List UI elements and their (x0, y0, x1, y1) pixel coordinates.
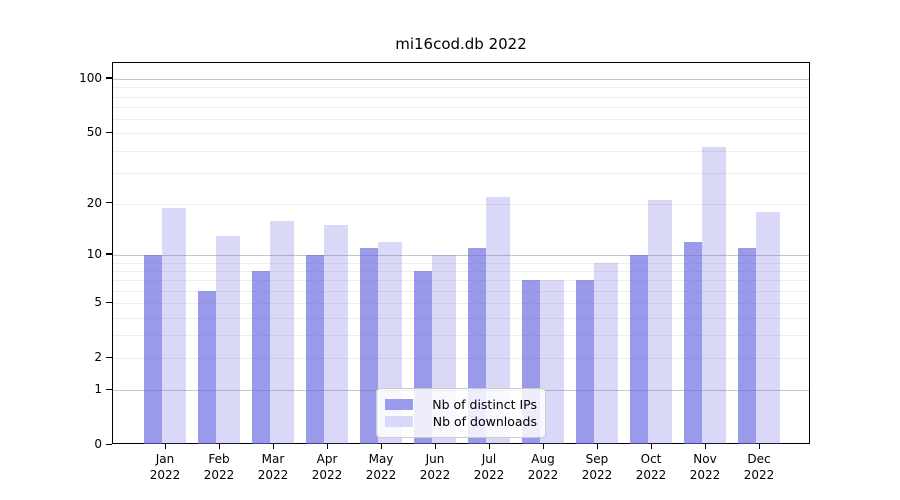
bar-distinct-ips-dec (738, 248, 756, 444)
bar-distinct-ips-apr (306, 255, 324, 444)
legend-entry-downloads: Nb of downloads (385, 414, 537, 429)
gridline-y-9 (113, 262, 809, 264)
bar-downloads-jan (162, 207, 186, 444)
y-tick-mark-10 (106, 253, 112, 255)
x-tick-mark-nov (705, 444, 707, 449)
x-tick-mark-may (381, 444, 383, 449)
bar-distinct-ips-mar (252, 271, 270, 444)
x-tick-mark-jul (489, 444, 491, 449)
gridline-y-7 (113, 280, 809, 282)
x-tick-mark-sep (597, 444, 599, 449)
gridline-y-8 (113, 271, 809, 272)
x-tick-mark-jan (165, 444, 167, 449)
x-tick-label-may: May 2022 (365, 452, 397, 482)
x-tick-mark-apr (327, 444, 329, 449)
y-tick-mark-100 (106, 77, 112, 79)
x-tick-label-sep: Sep 2022 (581, 452, 613, 482)
gridline-y-90 (113, 87, 809, 89)
y-tick-label-2: 2 (94, 350, 102, 365)
gridline-y-80 (113, 96, 809, 98)
gridline-y-30 (113, 172, 809, 174)
x-tick-mark-aug (543, 444, 545, 449)
legend-swatch-downloads (385, 416, 413, 427)
gridline-y-5 (113, 303, 809, 305)
bar-downloads-nov (702, 146, 726, 444)
legend: Nb of distinct IPs Nb of downloads (376, 388, 546, 438)
x-tick-label-jul: Jul 2022 (473, 452, 505, 482)
gridline-y-3 (113, 335, 809, 337)
x-tick-mark-dec (759, 444, 761, 449)
y-tick-mark-5 (106, 301, 112, 303)
x-tick-mark-jun (435, 444, 437, 449)
y-tick-mark-1 (106, 388, 112, 390)
x-tick-label-apr: Apr 2022 (311, 452, 343, 482)
bar-distinct-ips-may (360, 248, 378, 444)
bar-distinct-ips-oct (630, 255, 648, 444)
x-tick-label-feb: Feb 2022 (203, 452, 235, 482)
bar-distinct-ips-feb (198, 290, 216, 444)
x-tick-label-jan: Jan 2022 (149, 452, 181, 482)
y-tick-label-100: 100 (79, 71, 102, 85)
x-tick-label-jun: Jun 2022 (419, 452, 451, 482)
y-tick-label-10: 10 (86, 247, 102, 261)
bar-downloads-oct (648, 200, 672, 444)
y-tick-label-20: 20 (86, 195, 102, 210)
x-tick-label-mar: Mar 2022 (257, 452, 289, 482)
gridline-y-100 (113, 79, 809, 80)
gridline-y-4 (113, 317, 809, 319)
gridline-y-40 (113, 150, 809, 152)
x-tick-mark-mar (273, 444, 275, 449)
bar-distinct-ips-jan (144, 255, 162, 444)
gridline-y-6 (113, 290, 809, 292)
x-tick-mark-feb (219, 444, 221, 449)
x-tick-mark-oct (651, 444, 653, 449)
y-tick-label-1: 1 (94, 382, 102, 397)
legend-swatch-distinct-ips (385, 399, 413, 410)
y-tick-label-5: 5 (94, 295, 102, 310)
bar-downloads-mar (270, 220, 294, 444)
gridline-y-10 (113, 255, 809, 256)
y-tick-label-50: 50 (86, 125, 102, 140)
bar-downloads-apr (324, 225, 348, 444)
x-tick-label-oct: Oct 2022 (635, 452, 667, 482)
bar-distinct-ips-sep (576, 280, 594, 444)
bar-downloads-feb (216, 235, 240, 444)
bar-downloads-dec (756, 211, 780, 444)
y-tick-mark-50 (106, 131, 112, 133)
gridline-y-2 (113, 358, 809, 360)
gridline-y-20 (113, 203, 809, 205)
gridline-y-60 (113, 119, 809, 120)
x-tick-label-nov: Nov 2022 (689, 452, 721, 482)
y-tick-mark-2 (106, 356, 112, 358)
chart-title: mi16cod.db 2022 (395, 35, 527, 53)
gridline-y-70 (113, 107, 809, 108)
plot-area (112, 62, 810, 444)
y-tick-mark-0 (106, 443, 112, 445)
legend-label-distinct-ips: Nb of distinct IPs (432, 397, 537, 412)
bar-downloads-sep (594, 262, 618, 444)
gridline-y-50 (113, 133, 809, 135)
x-tick-label-aug: Aug 2022 (527, 452, 559, 482)
legend-label-downloads: Nb of downloads (432, 414, 537, 429)
legend-entry-distinct-ips: Nb of distinct IPs (385, 397, 537, 412)
y-tick-label-0: 0 (94, 437, 102, 452)
x-tick-label-dec: Dec 2022 (743, 452, 775, 482)
y-tick-mark-20 (106, 202, 112, 204)
bar-distinct-ips-nov (684, 241, 702, 444)
